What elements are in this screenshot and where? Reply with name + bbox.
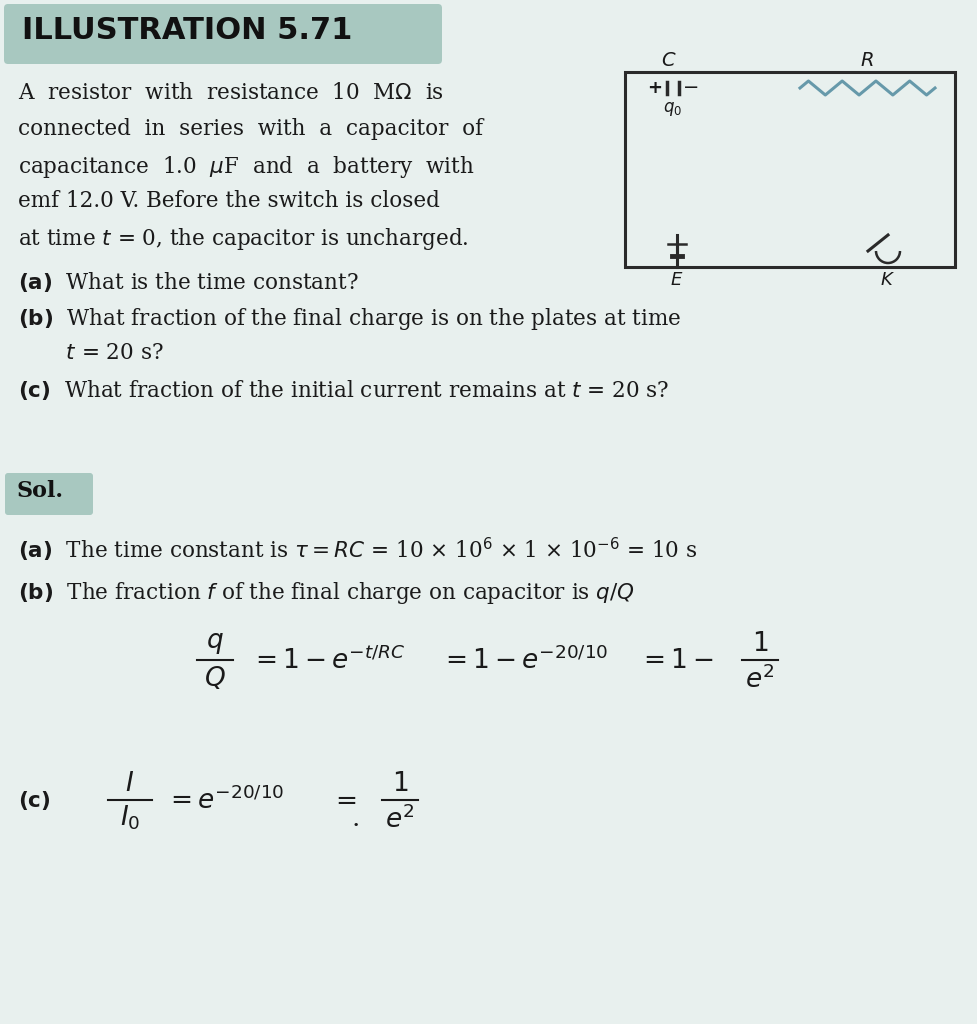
Text: $q_0$: $q_0$ [663,100,682,118]
Text: $\mathbf{(a)}$  The time constant is $\tau = RC$ = 10 $\times$ 10$^6$ $\times$ 1: $\mathbf{(a)}$ The time constant is $\ta… [18,536,698,564]
Text: $C$: $C$ [661,52,677,70]
Text: capacitance  1.0  $\mu$F  and  a  battery  with: capacitance 1.0 $\mu$F and a battery wit… [18,154,475,180]
Text: $= 1 - e^{-t/RC}$: $= 1 - e^{-t/RC}$ [250,646,405,674]
Text: $= 1 - e^{-20/10}$: $= 1 - e^{-20/10}$ [440,646,609,674]
Text: −: − [683,79,700,97]
Text: $1$: $1$ [752,631,768,656]
Text: $q$: $q$ [206,631,224,656]
Text: A  resistor  with  resistance  10  M$\Omega$  is: A resistor with resistance 10 M$\Omega$ … [18,82,444,104]
Text: +: + [648,79,662,97]
Text: $Q$: $Q$ [204,664,226,691]
Text: $R$: $R$ [860,52,873,70]
Text: connected  in  series  with  a  capacitor  of: connected in series with a capacitor of [18,118,483,140]
Text: $= e^{-20/10}$: $= e^{-20/10}$ [165,785,284,814]
Text: $1$: $1$ [392,771,408,796]
Text: emf 12.0 V. Before the switch is closed: emf 12.0 V. Before the switch is closed [18,190,440,212]
Text: $\mathbf{(b)}$  What fraction of the final charge is on the plates at time: $\mathbf{(b)}$ What fraction of the fina… [18,306,681,332]
Text: .: . [352,806,361,831]
Text: $\mathbf{(b)}$  The fraction $f$ of the final charge on capacitor is $q/Q$: $\mathbf{(b)}$ The fraction $f$ of the f… [18,580,635,606]
FancyBboxPatch shape [4,4,442,63]
Text: $e^2$: $e^2$ [385,804,414,833]
Text: $t$ = 20 s?: $t$ = 20 s? [18,342,164,364]
Text: $\mathbf{(c)}$: $\mathbf{(c)}$ [18,788,51,811]
Text: $E$: $E$ [670,271,684,289]
Text: $=$: $=$ [330,787,357,812]
Text: $K$: $K$ [880,271,896,289]
Text: $I$: $I$ [125,771,135,796]
Text: $e^2$: $e^2$ [745,664,775,692]
Text: $\mathbf{(a)}$  What is the time constant?: $\mathbf{(a)}$ What is the time constant… [18,270,359,294]
Bar [625,72,955,267]
Text: Sol.: Sol. [16,480,63,502]
FancyBboxPatch shape [5,473,93,515]
Text: $I_0$: $I_0$ [120,804,140,833]
Text: at time $t$ = 0, the capacitor is uncharged.: at time $t$ = 0, the capacitor is unchar… [18,226,469,252]
Text: $\mathbf{(c)}$  What fraction of the initial current remains at $t$ = 20 s?: $\mathbf{(c)}$ What fraction of the init… [18,378,669,402]
Text: $= 1 -$: $= 1 -$ [638,647,713,673]
Text: ILLUSTRATION 5.71: ILLUSTRATION 5.71 [22,16,353,45]
